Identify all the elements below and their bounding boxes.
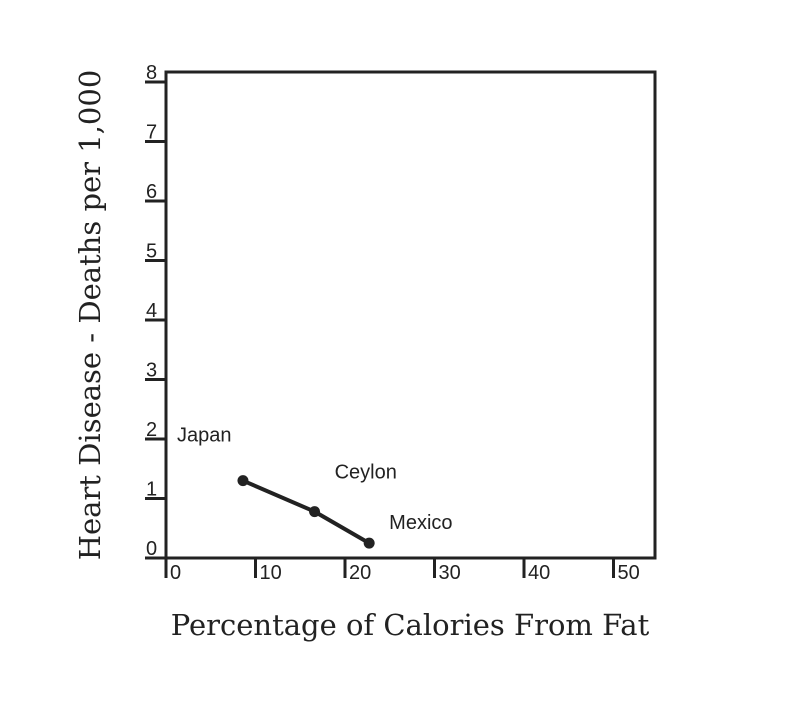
x-tick-label: 40	[528, 562, 550, 584]
point-label-ceylon: Ceylon	[335, 462, 397, 484]
data-point-mexico	[363, 537, 375, 549]
x-tick-label: 20	[349, 562, 371, 584]
y-tick-label: 5	[146, 241, 157, 263]
x-axis-label: Percentage of Calories From Fat	[171, 608, 650, 642]
point-label-mexico: Mexico	[389, 512, 452, 534]
data-point-japan	[237, 475, 249, 487]
y-tick-label: 7	[146, 122, 157, 144]
y-tick-label: 3	[146, 360, 157, 382]
series-line	[242, 478, 371, 545]
y-axis-label: Heart Disease - Deaths per 1,000	[73, 70, 107, 561]
y-tick-label: 6	[146, 181, 157, 203]
x-tick-label: 0	[170, 562, 181, 584]
y-tick-label: 8	[146, 62, 157, 84]
data-point-ceylon	[309, 506, 321, 518]
x-tick-label: 30	[439, 562, 461, 584]
y-tick-label: 0	[146, 538, 157, 560]
y-tick-label: 1	[146, 479, 157, 501]
point-label-japan: Japan	[177, 425, 232, 447]
plot-frame	[164, 70, 657, 560]
y-tick-label: 2	[146, 419, 157, 441]
x-tick-label: 10	[260, 562, 282, 584]
y-tick-label: 4	[146, 300, 157, 322]
x-tick-label: 50	[618, 562, 640, 584]
